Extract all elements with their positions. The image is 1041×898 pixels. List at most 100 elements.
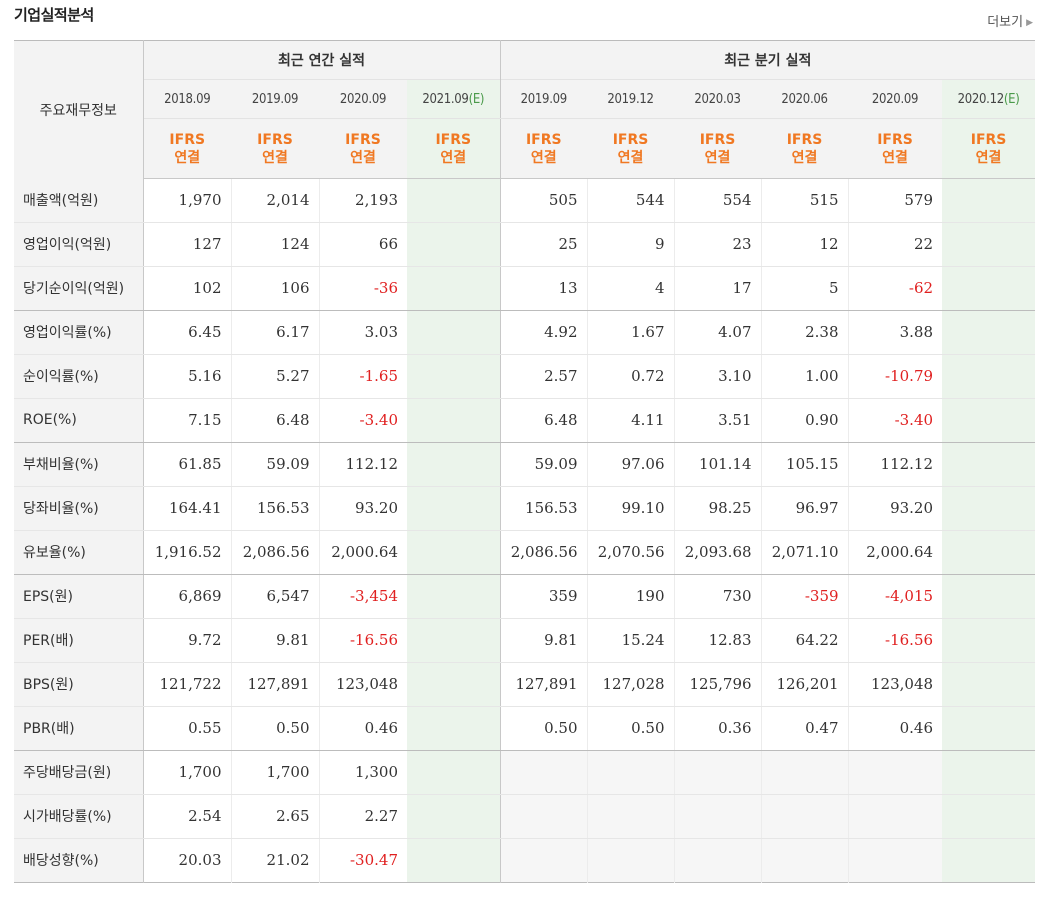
value-cell: -3.40 xyxy=(847,398,943,443)
period-label: 2020.09 xyxy=(339,91,387,107)
value-cell: 6,869 xyxy=(143,574,231,619)
value-cell xyxy=(407,838,501,882)
value-cell xyxy=(942,662,1036,707)
value-cell xyxy=(942,486,1036,531)
consolidated-label: 연결 xyxy=(174,149,201,166)
quarterly-header: 최근 분기 실적 xyxy=(500,40,1036,80)
value-cell: 3.51 xyxy=(673,398,762,443)
consolidated-label: 연결 xyxy=(882,149,908,166)
value-cell: 123,048 xyxy=(847,662,943,707)
value-cell: 127,891 xyxy=(500,662,588,707)
value-cell: 164.41 xyxy=(143,486,231,531)
value-cell xyxy=(407,222,501,267)
period-label: 2020.06 xyxy=(781,91,828,107)
period-label: 2020.03 xyxy=(694,91,741,107)
ifrs-label: IFRS xyxy=(345,131,381,148)
ifrs-consolidated-label: IFRS 연결 xyxy=(587,118,675,179)
row-label: PER(배) xyxy=(14,618,144,663)
value-cell: 22 xyxy=(847,222,943,267)
value-cell: 7.15 xyxy=(143,398,231,443)
value-cell: 23 xyxy=(673,222,762,267)
table-row: ROE(%) 7.15 6.48 -3.40 6.48 4.11 3.51 0.90 -3.40 xyxy=(14,398,1036,443)
ifrs-label: IFRS xyxy=(169,131,206,148)
value-cell: 17 xyxy=(673,266,762,311)
consolidated-label: 연결 xyxy=(617,149,644,166)
annual-period-header: 2021.09(E) xyxy=(407,79,501,119)
chevron-right-icon: ▶ xyxy=(1026,18,1033,28)
value-cell: 4.92 xyxy=(500,310,588,355)
value-cell: 4.07 xyxy=(673,310,762,355)
value-cell: 3.10 xyxy=(673,354,762,399)
ifrs-label: IFRS xyxy=(435,131,472,148)
value-cell: 20.03 xyxy=(178,851,222,869)
annual-period-header: 2018.09 xyxy=(143,79,231,119)
ifrs-label: IFRS xyxy=(877,131,913,148)
value-cell xyxy=(500,794,588,839)
value-cell xyxy=(942,354,1036,399)
table-row: 매출액(억원) 1,970 2,014 2,193 505 544 554 515 579 xyxy=(14,178,1036,223)
value-cell: 93.20 xyxy=(318,486,407,531)
ifrs-consolidated-label: IFRS 연결 xyxy=(143,118,231,179)
value-cell: 579 xyxy=(847,178,943,223)
ifrs-label: IFRS xyxy=(257,131,293,148)
value-cell: 2,093.68 xyxy=(673,530,762,575)
value-cell xyxy=(407,398,501,443)
consolidated-label: 연결 xyxy=(530,149,557,166)
row-label: 유보율(%) xyxy=(14,530,144,575)
period-label: 2019.09 xyxy=(520,91,568,107)
period-label: 2018.09 xyxy=(164,91,211,107)
value-cell: 0.50 xyxy=(500,706,588,751)
value-cell: 6.17 xyxy=(230,310,319,355)
table-row: 시가배당률(%) 2.54 2.65 2.27 xyxy=(14,794,1036,839)
value-cell: -1.65 xyxy=(318,354,407,399)
value-cell: -16.56 xyxy=(318,618,407,663)
ifrs-consolidated-label: IFRS 연결 xyxy=(319,118,407,179)
row-label: 당기순이익(억원) xyxy=(14,266,144,311)
value-cell: 2,086.56 xyxy=(230,530,319,575)
row-label: EPS(원) xyxy=(14,574,144,619)
value-cell: 59.09 xyxy=(230,442,319,487)
table-row: BPS(원) 121,722 127,891 123,048 127,891 127,02… xyxy=(14,662,1036,707)
period-label: 2020.12 xyxy=(957,91,1005,107)
value-cell: 5.16 xyxy=(143,354,231,399)
value-cell xyxy=(942,618,1036,663)
value-cell xyxy=(500,838,588,882)
value-cell: 2.54 xyxy=(143,794,231,839)
value-cell: -10.79 xyxy=(847,354,943,399)
value-cell: 121,722 xyxy=(143,662,231,707)
value-cell xyxy=(760,838,849,882)
more-link[interactable]: 더보기 ▶ xyxy=(987,11,1033,30)
value-cell: 5.27 xyxy=(230,354,319,399)
row-label: ROE(%) xyxy=(14,398,144,443)
value-cell xyxy=(407,486,501,531)
row-label: PBR(배) xyxy=(14,706,144,751)
quarterly-period-header: 2020.03 xyxy=(674,79,762,119)
value-cell xyxy=(942,398,1036,443)
value-cell: 6.48 xyxy=(500,398,588,443)
value-cell: 59.09 xyxy=(500,442,588,487)
consolidated-label: 연결 xyxy=(704,149,731,166)
value-cell: 156.53 xyxy=(230,486,319,531)
value-cell: 66 xyxy=(318,222,407,267)
value-cell xyxy=(407,178,501,223)
row-label: 매출액(억원) xyxy=(14,178,144,223)
value-cell xyxy=(847,838,943,882)
value-cell xyxy=(586,838,675,882)
value-cell: -16.56 xyxy=(847,618,943,663)
table-row: 주당배당금(원) 1,700 1,700 1,300 xyxy=(14,750,1036,795)
ifrs-consolidated-label: IFRS 연결 xyxy=(500,118,588,179)
value-cell: 127 xyxy=(143,222,231,267)
value-cell xyxy=(942,574,1036,619)
value-cell: 2.57 xyxy=(500,354,588,399)
value-cell: 6.48 xyxy=(230,398,319,443)
value-cell: 124 xyxy=(230,222,319,267)
value-cell xyxy=(407,706,501,751)
quarterly-period-header: 2020.09 xyxy=(848,79,943,119)
value-cell: 359 xyxy=(500,574,588,619)
value-cell xyxy=(586,750,675,795)
value-cell: -30.47 xyxy=(318,838,407,882)
value-cell: 0.50 xyxy=(230,706,319,751)
consolidated-label: 연결 xyxy=(440,149,467,166)
value-cell: 112.12 xyxy=(847,442,943,487)
value-cell xyxy=(942,750,1036,795)
